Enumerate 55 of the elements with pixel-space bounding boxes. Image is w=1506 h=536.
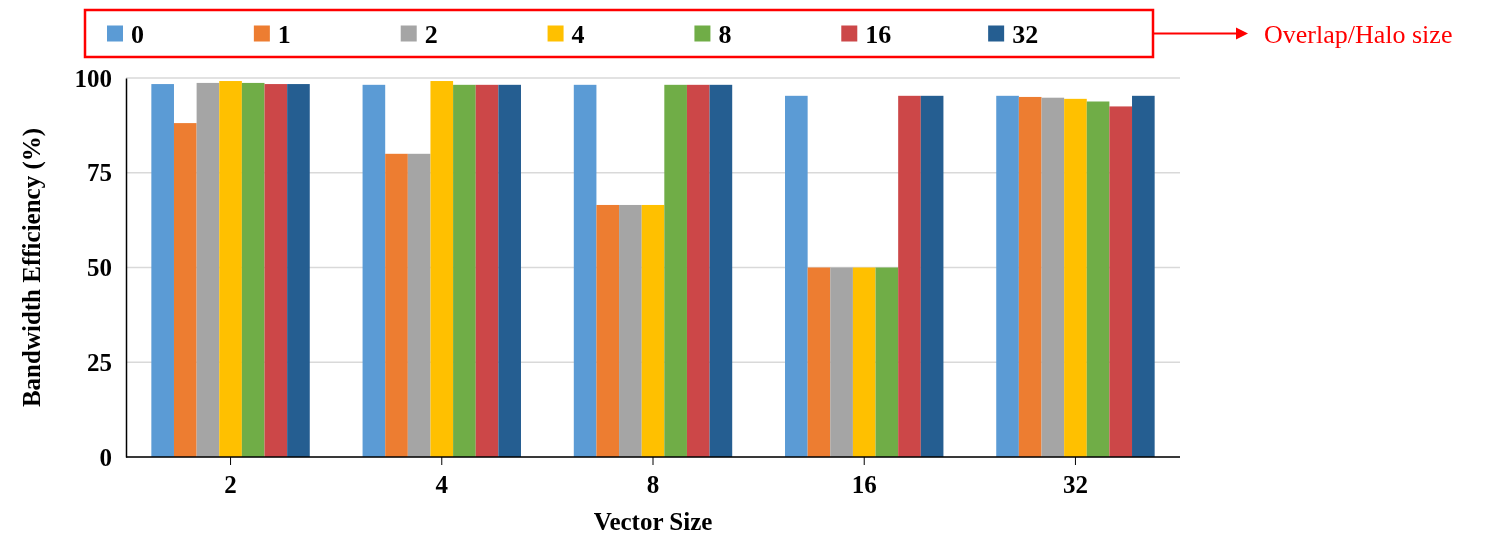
x-tick-label: 16 [851,470,877,498]
bar [785,95,808,457]
legend-label: 16 [865,19,892,49]
legend-label: 4 [571,19,585,49]
legend-label: 32 [1012,19,1039,49]
legend-label: 2 [424,19,438,49]
legend-label: 0 [131,19,144,49]
bar [430,81,454,457]
legend-title: Overlap/Halo size [1264,19,1453,49]
bar [875,267,899,457]
y-axis-title: Bandwidth Efficiency (%) [18,127,46,408]
bar [709,84,733,457]
y-tick-label: 0 [99,443,112,471]
bar [596,204,620,457]
legend-label: 8 [718,19,732,49]
bar [664,84,687,457]
bar [219,81,242,457]
bar [173,123,197,457]
bar [807,267,831,457]
x-tick-label: 32 [1062,470,1088,498]
bar [498,84,521,457]
bar [196,82,220,457]
bar [996,95,1019,457]
bar [362,84,386,457]
bar [151,84,174,457]
bar [1064,98,1087,457]
bar [287,84,310,457]
bar [453,84,476,457]
y-tick-label: 25 [87,348,112,376]
bar [619,204,642,457]
y-tick-label: 75 [87,159,112,187]
x-tick-label: 8 [646,470,660,498]
bar [852,267,876,457]
bar [1109,106,1133,457]
bar [1018,96,1042,457]
bar [407,153,431,457]
bar [241,82,265,457]
bar [686,84,710,457]
bar [1086,101,1110,457]
bar [641,204,665,457]
bar [1132,95,1155,457]
x-tick-label: 4 [435,470,449,498]
y-tick-label: 50 [87,254,112,281]
x-axis-title: Vector Size [593,508,713,535]
bar [898,95,921,457]
y-tick-label: 100 [74,64,112,92]
bar [385,153,408,457]
bar [830,267,853,457]
bar [1041,97,1065,457]
legend-label: 1 [277,19,291,49]
bar [475,84,499,457]
x-tick-label: 2 [224,470,237,498]
bar [573,84,597,457]
bar [920,95,944,457]
bar [264,84,288,457]
